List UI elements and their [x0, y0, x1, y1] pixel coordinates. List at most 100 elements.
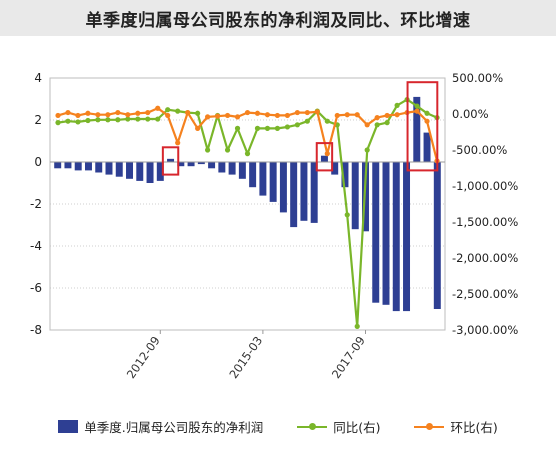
qoq-point — [175, 140, 181, 146]
yoy-point — [55, 120, 61, 126]
bar — [197, 162, 205, 165]
yoy-point — [155, 116, 161, 122]
qoq-point — [374, 115, 380, 121]
right-axis: 500.00% 0.00% -500.00% -1,000.00% -1,500.00%… — [452, 71, 518, 337]
yoy-point — [135, 116, 141, 122]
highlight-box — [406, 81, 439, 172]
bar — [95, 162, 103, 173]
legend-label-yoy: 同比(右) — [333, 419, 381, 435]
bar — [392, 162, 400, 312]
plot-border — [49, 77, 446, 331]
bar — [279, 162, 287, 213]
left-tick-label: 0 — [34, 155, 42, 169]
legend-bar-swatch — [58, 419, 79, 433]
qoq-point — [165, 112, 171, 119]
qoq-point — [135, 110, 141, 116]
right-tick-label: -3,000.00% — [452, 323, 518, 337]
qoq-point — [115, 109, 121, 116]
left-tick-label: 4 — [34, 71, 42, 85]
bar — [300, 162, 308, 221]
qoq-point — [155, 105, 161, 111]
yoy-point — [244, 151, 251, 157]
right-tick-label: 0.00% — [452, 107, 489, 121]
bar — [74, 162, 82, 171]
chart-svg: 4 2 0 -2 -4 -6 -8 500.00% 0.00% -500.00% -1,000.0… — [30, 71, 518, 381]
line-series — [55, 97, 440, 329]
left-tick-label: -6 — [30, 281, 42, 295]
left-tick-label: -2 — [30, 197, 42, 211]
right-tick-label: 500.00% — [452, 71, 503, 85]
qoq-point — [224, 112, 231, 119]
bar — [310, 162, 318, 223]
qoq-point — [324, 151, 330, 157]
yoy-point — [115, 117, 121, 123]
bar — [259, 162, 267, 196]
yoy-point — [165, 107, 171, 113]
qoq-point — [394, 112, 400, 118]
legend-line-swatch-qoq — [414, 420, 445, 433]
bar — [177, 162, 185, 167]
qoq-point — [304, 109, 310, 116]
x-tick-label: 2017-09 — [329, 334, 368, 381]
bar — [64, 162, 72, 169]
qoq-point — [264, 112, 271, 118]
bar — [290, 162, 298, 228]
yoy-point — [65, 118, 71, 124]
qoq-point — [334, 112, 340, 119]
qoq-point — [274, 112, 281, 119]
qoq-point — [95, 112, 101, 118]
yoy-point — [304, 118, 310, 124]
yoy-point — [274, 125, 281, 131]
yoy-point — [195, 110, 201, 116]
bar — [269, 162, 277, 202]
legend-label-qoq: 环比(右) — [450, 419, 498, 435]
qoq-point — [364, 122, 370, 128]
left-tick-label: -8 — [30, 323, 42, 337]
yoy-point — [125, 116, 131, 122]
left-axis: 4 2 0 -2 -4 -6 -8 — [30, 71, 42, 337]
yoy-point — [344, 212, 350, 218]
legend: 单季度.归属母公司股东的净利润 同比(右) 环比(右) — [0, 411, 556, 441]
right-tick-label: -1,500.00% — [452, 215, 518, 229]
qoq-point — [254, 110, 261, 116]
yoy-line — [57, 98, 438, 328]
yoy-point — [145, 116, 151, 122]
qoq-point — [284, 112, 290, 119]
bar — [218, 162, 226, 173]
right-tick-label: -1,000.00% — [452, 179, 518, 193]
yoy-point — [175, 108, 181, 114]
qoq-point — [424, 118, 430, 124]
right-tick-label: -2,000.00% — [452, 251, 518, 265]
bar — [136, 162, 144, 181]
bar — [403, 162, 411, 312]
yoy-point — [354, 323, 360, 329]
yoy-point — [374, 122, 380, 128]
bar — [208, 162, 216, 169]
yoy-point — [324, 118, 330, 124]
yoy-point — [414, 103, 420, 109]
qoq-point — [185, 109, 191, 116]
bar — [84, 162, 92, 171]
bar — [382, 162, 390, 305]
bar — [126, 162, 134, 179]
bar — [249, 162, 257, 188]
bar — [320, 155, 328, 162]
qoq-point — [234, 114, 241, 120]
qoq-point — [344, 112, 350, 118]
legend-line-swatch-yoy — [297, 420, 328, 433]
legend-item-yoy: 同比(右) — [297, 417, 380, 436]
yoy-point — [105, 117, 111, 123]
bar — [331, 162, 339, 175]
qoq-point — [294, 109, 300, 116]
bar — [156, 162, 164, 181]
yoy-point — [95, 117, 101, 123]
gridlines — [49, 77, 446, 331]
x-axis: 2012-09 2015-03 2017-09 — [124, 330, 368, 381]
yoy-point — [205, 147, 211, 153]
yoy-point — [364, 147, 370, 153]
qoq-point — [105, 112, 111, 118]
yoy-point — [234, 125, 241, 131]
qoq-point — [244, 109, 251, 116]
bar — [413, 96, 421, 162]
right-tick-label: -500.00% — [452, 143, 507, 157]
